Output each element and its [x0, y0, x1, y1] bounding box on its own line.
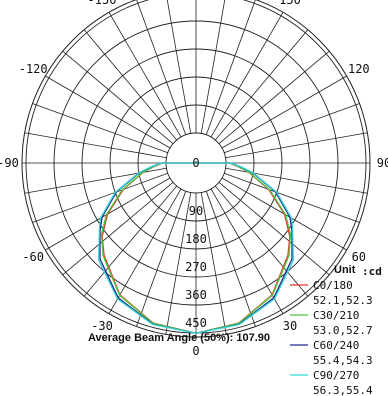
- spoke-line: [83, 185, 178, 297]
- spoke-line: [45, 75, 171, 149]
- angle-label: -150: [88, 0, 117, 7]
- angle-label: 150: [279, 0, 301, 7]
- spoke-line: [205, 191, 256, 327]
- legend-series-value: 55.4,54.3: [313, 354, 373, 367]
- radial-tick-label: 360: [185, 288, 207, 302]
- legend-series-name: C90/270: [313, 369, 359, 382]
- angle-labels: -/+1801501209060300-30-60-90-120-150: [0, 0, 388, 358]
- angle-label: 120: [348, 62, 370, 76]
- spoke-line: [62, 50, 174, 145]
- spoke-line: [200, 192, 227, 335]
- spoke-line: [224, 103, 360, 154]
- angle-label: -60: [22, 250, 44, 264]
- angle-label: -120: [19, 62, 48, 76]
- spoke-line: [62, 181, 174, 276]
- spoke-line: [108, 188, 182, 314]
- spoke-line: [32, 103, 168, 154]
- spoke-line: [108, 12, 182, 138]
- ring-circle: [109, 76, 283, 250]
- polar-grid: [21, 0, 371, 338]
- angle-label: -30: [91, 319, 113, 333]
- legend-series-name: C30/210: [313, 309, 359, 322]
- legend-series-name: C0/180: [313, 279, 353, 292]
- legend-series-name: C60/240: [313, 339, 359, 352]
- radial-tick-label: 180: [185, 232, 207, 246]
- spoke-line: [218, 181, 330, 276]
- radial-tick-label: 450: [185, 316, 207, 330]
- spoke-line: [83, 29, 178, 141]
- angle-label: 30: [283, 319, 297, 333]
- angle-label: 90: [377, 156, 388, 170]
- radial-tick-labels: 0 90 180 270 360 450: [185, 156, 207, 330]
- spoke-line: [136, 0, 187, 135]
- spoke-line: [210, 188, 284, 314]
- radial-tick-label: 0: [192, 156, 199, 170]
- legend-series-value: 53.0,52.7: [313, 324, 373, 337]
- spoke-line: [210, 12, 284, 138]
- unit-value: :cd: [362, 265, 382, 278]
- spoke-line: [214, 185, 309, 297]
- angle-label: 0: [192, 344, 199, 358]
- legend-series-value: 52.1,52.3: [313, 294, 373, 307]
- intensity-curve: [98, 162, 294, 334]
- radial-tick-label: 90: [189, 204, 203, 218]
- ring-circle: [81, 48, 311, 278]
- intensity-curves: [98, 162, 294, 334]
- unit-label: Unit: [334, 264, 356, 276]
- spoke-line: [200, 0, 226, 134]
- legend-series-value: 56.3,55.4: [313, 384, 373, 396]
- spoke-line: [165, 192, 192, 335]
- angle-label: 60: [352, 250, 366, 264]
- ring-circle: [137, 104, 255, 222]
- radial-axis-label: Average Beam Angle (50%): 107.90: [88, 332, 270, 344]
- angle-label: -90: [0, 156, 19, 170]
- spoke-line: [225, 132, 368, 159]
- spoke-line: [136, 191, 187, 327]
- spoke-line: [205, 0, 256, 135]
- radial-tick-label: 270: [185, 260, 207, 274]
- spoke-line: [214, 29, 309, 141]
- spoke-line: [24, 132, 167, 159]
- outer-circle: [21, 0, 371, 338]
- legend: Unit :cd C0/180 52.1,52.3 C30/210 53.0,52.7…: [290, 264, 382, 396]
- ring-circle: [53, 20, 339, 306]
- spoke-line: [32, 172, 168, 223]
- spoke-line: [221, 75, 347, 149]
- spoke-line: [218, 50, 330, 145]
- spoke-line: [166, 0, 192, 134]
- spoke-line: [224, 172, 360, 223]
